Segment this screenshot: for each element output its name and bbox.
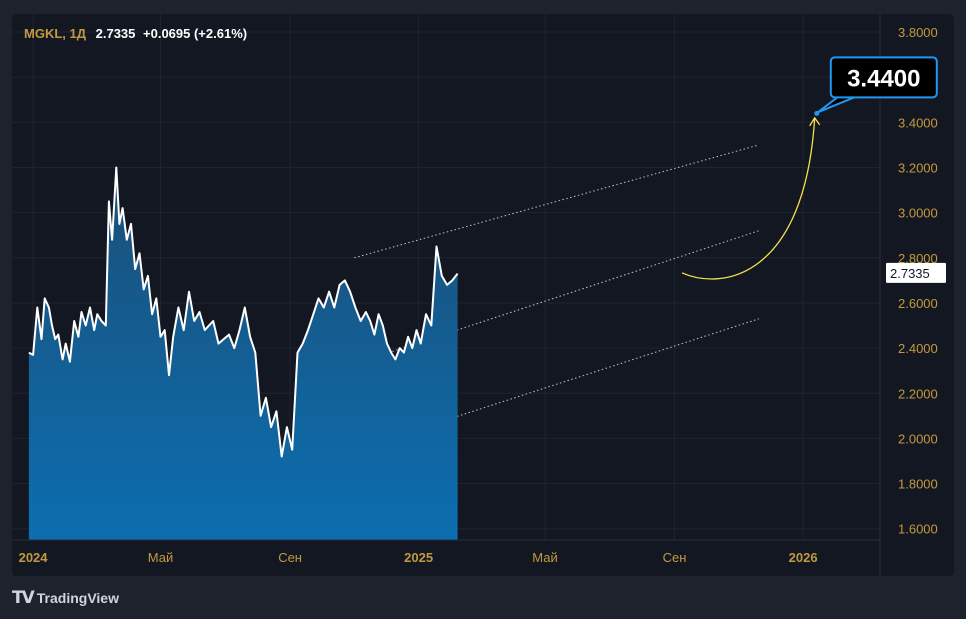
x-tick-label: 2026 (789, 550, 818, 565)
price-area (28, 167, 458, 540)
target-price-text: 3.4400 (847, 65, 920, 92)
x-tick-label: 2025 (404, 550, 433, 565)
price-chart[interactable]: 1.6000 1.8000 2.0000 2.2000 2.4000 2.6000 2.80… (12, 14, 954, 576)
y-tick-label: 3.0000 (898, 206, 938, 221)
y-tick-label: 2.2000 (898, 386, 938, 401)
last-price-text: 2.7335 (890, 266, 930, 281)
trend-channel (354, 144, 760, 451)
brand-footer[interactable]: 𝗧𝗩 TradingView (12, 588, 119, 608)
symbol-label: MGKL, 1Д (24, 26, 86, 41)
y-tick-label: 3.8000 (898, 25, 938, 40)
y-tick-label: 2.8000 (898, 251, 938, 266)
y-tick-label: 3.2000 (898, 161, 938, 176)
channel-line (354, 318, 760, 451)
channel-line (354, 230, 760, 365)
channel-line (354, 144, 759, 259)
projection-arrow (681, 116, 821, 280)
symbol-legend: MGKL, 1Д 2.7335 +0.0695 (+2.61%) (24, 26, 251, 41)
x-tick-label: Сен (663, 550, 687, 565)
price-change: +0.0695 (+2.61%) (143, 26, 248, 41)
price-value: 2.7335 (95, 26, 136, 41)
x-tick-label: 2024 (19, 550, 49, 565)
x-axis: 2024 Май Сен 2025 Май Сен 2026 (12, 539, 880, 565)
y-tick-label: 3.4000 (898, 115, 938, 130)
y-tick-label: 2.6000 (898, 296, 938, 311)
target-point (814, 110, 820, 116)
price-line (28, 166, 459, 458)
last-price-label: 2.7335 (886, 262, 946, 283)
x-tick-label: Сен (278, 550, 302, 565)
y-tick-label: 1.8000 (898, 477, 938, 492)
x-tick-label: Май (532, 550, 557, 565)
price-points (28, 167, 458, 457)
y-tick-label: 2.0000 (898, 431, 938, 446)
chart-frame: 1.6000 1.8000 2.0000 2.2000 2.4000 2.6000 2.80… (12, 14, 954, 576)
tradingview-logo-icon: 𝗧𝗩 (12, 588, 35, 607)
brand-name: TradingView (36, 590, 119, 606)
y-tick-label: 2.4000 (898, 341, 938, 356)
x-tick-label: Май (148, 550, 173, 565)
target-callout: 3.4400 (814, 56, 938, 116)
y-tick-label: 1.6000 (898, 522, 938, 537)
